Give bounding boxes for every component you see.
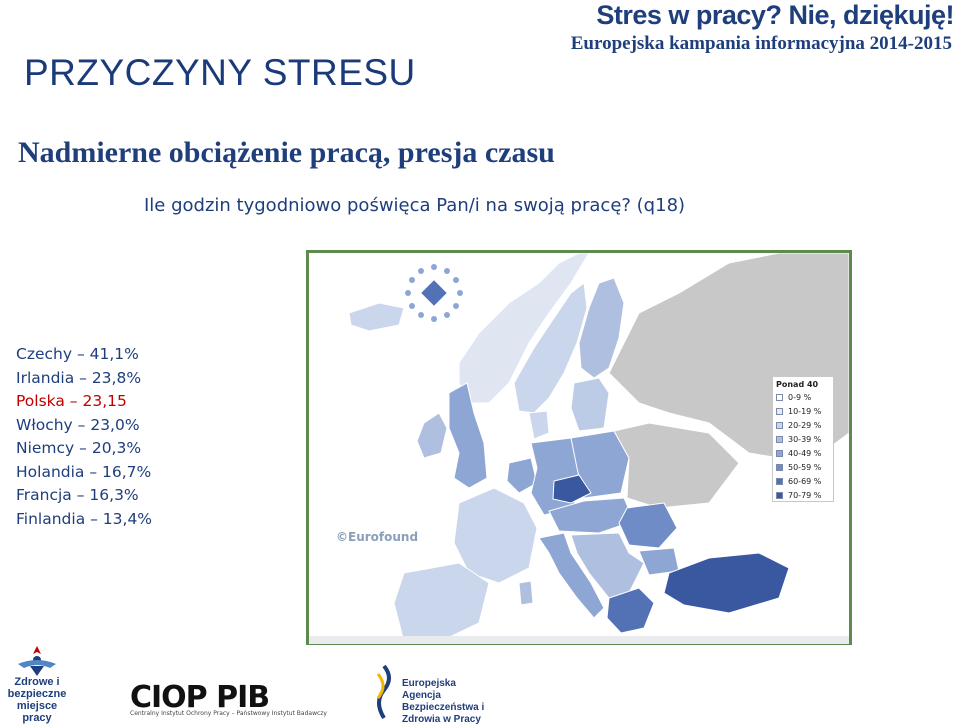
legend-swatch [776,421,783,429]
legend-swatch [776,435,783,443]
zdrowie-logo-icon [18,646,56,676]
legend-title: Ponad 40 [776,380,819,389]
ciop-pib-logo: CIOP PIB [130,680,270,715]
legend-item: 10-19 % [776,404,830,418]
legend-item: 60-69 % [776,474,830,488]
country-stat: Niemcy – 20,3% [16,439,142,457]
region-iceland [348,302,405,332]
page-title: PRZYCZYNY STRESU [24,52,416,93]
legend-swatch [776,491,783,499]
legend-label: 0-9 % [788,392,812,402]
legend-swatch [776,463,783,471]
region-france [453,487,538,584]
region-baltics [570,377,610,432]
europe-map [306,250,852,645]
legend-item: 0-9 % [776,390,830,404]
legend-item: 30-39 % [776,432,830,446]
country-stat: Finlandia – 13,4% [16,509,153,528]
zdrowie-logo-text: Zdrowe i bezpieczne miejsce pracy [7,676,67,724]
legend-label: 60-69 % [788,476,822,486]
region-outside-ukraine [613,422,740,509]
region-benelux [506,457,538,494]
survey-question: Ile godzin tygodniowo poświęca Pan/i na … [144,195,686,216]
legend-label: 10-19 % [788,406,822,416]
legend-swatch [776,449,783,457]
legend-label: 50-59 % [788,462,822,472]
eu-agency-logo-icon [376,664,391,720]
legend-item: 70-79 % [776,488,830,502]
region-ireland [416,412,448,459]
country-stat: Czechy – 41,1% [16,345,139,363]
map-scrollbar[interactable] [309,636,849,644]
eu-stars-logo [405,264,463,322]
legend-label: 30-39 % [788,434,822,444]
legend-swatch [776,393,783,401]
legend-swatch [776,407,783,415]
country-stat: Polska – 23,15 [16,392,127,410]
section-title: Nadmierne obciążenie pracą, presja czasu [18,136,555,169]
region-italy [538,532,605,619]
region-romania [618,502,678,549]
eu-agency-logo-text: Europejska Agencja Bezpieczeństwa i Zdro… [402,678,485,725]
country-stat: Holandia – 16,7% [16,462,152,481]
campaign-subtitle: Europejska kampania informacyjna 2014-20… [570,33,952,54]
region-norway [458,253,590,404]
region-denmark [528,410,550,440]
legend-item: 50-59 % [776,460,830,474]
region-iberia [393,562,490,642]
legend-swatch [776,477,783,485]
legend-label: 70-79 % [788,490,822,500]
region-greece [606,587,655,634]
map-legend: Ponad 40 0-9 % 10-19 % 20-29 % 30-39 % 40-49… [772,376,834,502]
region-islands [518,580,534,606]
region-czechia [552,474,592,504]
legend-label: 20-29 % [788,420,822,430]
legend-rows: 0-9 % 10-19 % 20-29 % 30-39 % 40-49 % 50-59 %… [776,390,830,502]
country-stat: Francja – 16,3% [16,486,139,504]
region-turkey [663,552,790,614]
country-stat: Włochy – 23,0% [16,415,140,434]
legend-item: 40-49 % [776,446,830,460]
country-stat: Irlandia – 23,8% [16,368,142,387]
legend-label: 40-49 % [788,448,822,458]
country-stats-list: Czechy – 41,1% Irlandia – 23,8% Polska – 2… [16,343,152,531]
region-finland [578,277,625,379]
ciop-pib-subtitle: Centralny Instytut Ochrony Pracy – Państ… [130,710,327,717]
europe-map-graphic [309,253,849,642]
legend-item: 20-29 % [776,418,830,432]
eurofound-watermark: ©Eurofound [336,530,419,544]
region-uk [448,382,488,489]
campaign-title: Stres w pracy? Nie, dziękuję! [596,0,954,30]
